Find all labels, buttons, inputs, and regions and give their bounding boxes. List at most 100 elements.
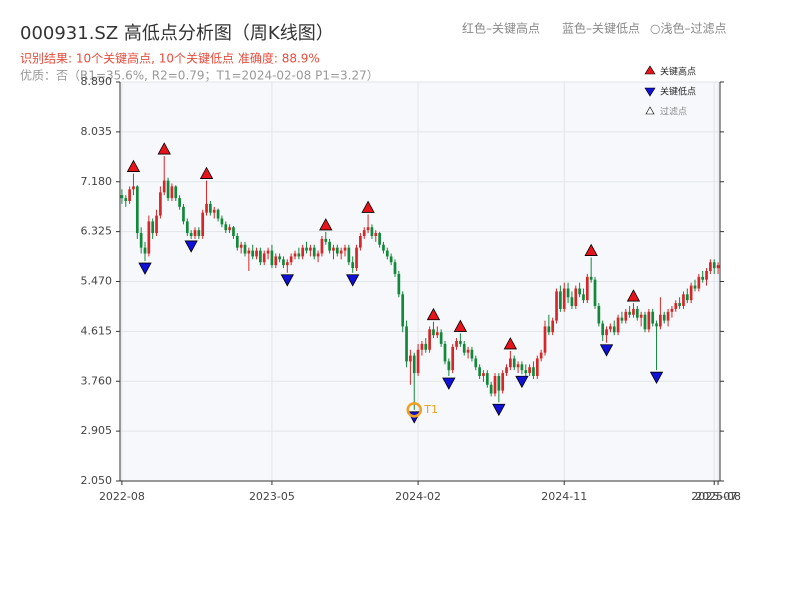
y-tick-label: 8.890 (81, 75, 113, 88)
candle-body (297, 253, 301, 257)
candle-body (309, 247, 312, 251)
candle-body (409, 355, 412, 362)
candle-body (224, 224, 228, 231)
candle-body (532, 367, 535, 376)
candle-body (293, 253, 297, 257)
x-tick-label: 2024-11 (541, 490, 587, 503)
candle-body (266, 250, 270, 254)
candle-body (197, 230, 201, 236)
candle-body (347, 247, 351, 263)
legend-low-icon (644, 87, 656, 97)
candle-body (666, 311, 670, 321)
x-tick-label: 2022-08 (99, 490, 145, 503)
candle-body (278, 256, 281, 260)
candle-body (689, 285, 693, 301)
candle-body (489, 384, 493, 394)
candle-body (151, 221, 155, 234)
candle-body (132, 186, 135, 190)
candle-body (147, 221, 151, 254)
candle-body (274, 256, 278, 266)
candle-body (189, 233, 193, 236)
candle-body (428, 329, 431, 350)
candle-body (524, 370, 528, 374)
candle-body (466, 349, 470, 353)
candle-body (516, 364, 520, 368)
candle-body (143, 247, 147, 254)
quality: 优质：否（R1=35.6%, R2=0.79；T1=2024-02-08 P1=… (20, 69, 379, 83)
candle-body (562, 288, 566, 309)
x-tick-label: 2024-02 (395, 490, 441, 503)
candle-body (397, 273, 401, 295)
candle-body (674, 303, 678, 309)
candle-body (135, 186, 139, 234)
candle-body (635, 308, 639, 318)
candle-body (382, 244, 385, 251)
candle-body (455, 341, 458, 347)
low-marker (442, 377, 456, 390)
candle-body (328, 241, 331, 251)
header-legend: 蓝色–关键低点 (562, 22, 640, 36)
candle-body (335, 247, 339, 254)
candle-body (485, 373, 489, 385)
legend: 关键高点 关键低点 过滤点 (644, 65, 696, 118)
candle-body (435, 332, 439, 336)
legend-high-icon (644, 65, 656, 75)
candle-body (366, 227, 370, 231)
candle-body (574, 288, 578, 306)
candle-body (162, 180, 166, 193)
header-legend: 红色–关键高点 (462, 21, 540, 36)
candle-body (316, 253, 320, 257)
candle-body (539, 352, 543, 359)
candle-body (178, 198, 181, 207)
candle-body (616, 317, 620, 333)
t1-label: T1 (423, 403, 438, 416)
candle-body (378, 233, 381, 245)
candle-body (597, 306, 601, 324)
candle-body (305, 247, 308, 251)
candle-body (551, 320, 555, 333)
candle-body (474, 358, 478, 368)
candle-body (535, 358, 539, 376)
candle-body (270, 250, 274, 266)
candle-body (324, 238, 328, 242)
subtitle: 识别结果: 10个关键高点, 10个关键低点 准确度: 88.9% (20, 51, 320, 66)
candle-body (678, 303, 681, 306)
high-marker (319, 218, 333, 231)
legend-label: 关键低点 (660, 86, 696, 98)
legend-filtered-icon (645, 106, 655, 115)
candle-body (682, 294, 685, 306)
candle-body (505, 367, 508, 374)
candle-body (570, 297, 574, 306)
high-marker (157, 142, 171, 155)
candle-body (593, 279, 597, 306)
legend-label: 过滤点 (660, 106, 687, 118)
candle-body (443, 343, 447, 362)
candle-body (439, 332, 443, 344)
candle-body (555, 291, 558, 321)
candle-body (451, 346, 455, 371)
y-tick-label: 7.180 (81, 175, 113, 188)
y-tick-label: 3.760 (81, 374, 113, 387)
candle-body (282, 259, 285, 266)
candle-body (339, 250, 343, 254)
candle-body (139, 233, 143, 248)
candle-body (582, 294, 585, 301)
candle-body (624, 311, 628, 321)
candle-body (697, 276, 701, 289)
candle-body (332, 247, 335, 251)
candle-body (716, 265, 720, 269)
candle-body (220, 218, 224, 225)
y-tick-label: 2.905 (81, 424, 113, 437)
candle-body (459, 341, 462, 344)
candle-body (239, 244, 243, 248)
candle-body (520, 364, 524, 371)
candle-body (251, 250, 255, 257)
candle-body (447, 361, 451, 371)
candle-body (401, 294, 405, 327)
candle-body (547, 326, 551, 333)
candle-body (235, 236, 239, 248)
high-marker (453, 319, 468, 332)
candle-body (482, 373, 485, 376)
